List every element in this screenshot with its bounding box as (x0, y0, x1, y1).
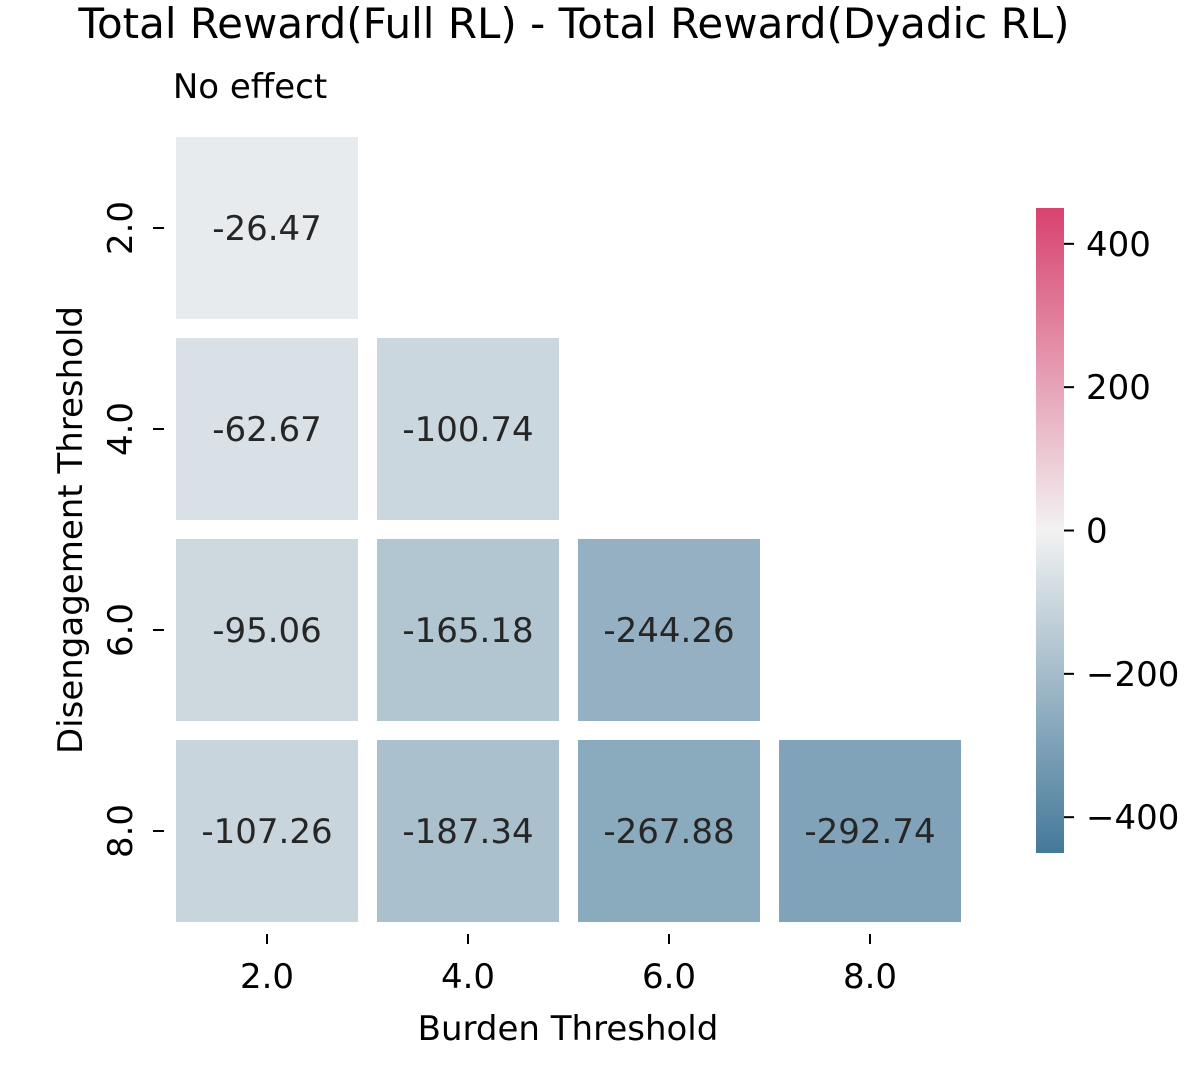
colorbar-gradient (1036, 208, 1064, 853)
colorbar-tick-label: −200 (1086, 655, 1179, 695)
heatmap-cell (578, 539, 760, 721)
cell-value-label: -187.34 (402, 812, 533, 852)
heatmap-cell (377, 338, 559, 520)
colorbar-tick-label: 200 (1086, 368, 1151, 408)
cell-value-label: -165.18 (402, 611, 533, 651)
colorbar: 400 200 0 −200 −400 (1036, 208, 1179, 853)
colorbar-tick-label: 0 (1086, 512, 1108, 552)
y-tick-label: 6.0 (101, 603, 141, 657)
x-tick-label: 8.0 (843, 957, 897, 997)
y-axis-ticks: 2.0 4.0 6.0 8.0 (101, 201, 164, 858)
cell-value-label: -62.67 (212, 410, 322, 450)
heatmap-cell (779, 740, 961, 922)
y-tick-label: 2.0 (101, 201, 141, 255)
cell-value-label: -244.26 (603, 611, 734, 651)
heatmap-cell (176, 539, 358, 721)
heatmap-cell (377, 539, 559, 721)
cell-value-label: -26.47 (212, 209, 322, 249)
heatmap-cell (176, 740, 358, 922)
x-tick-label: 4.0 (441, 957, 495, 997)
y-tick-label: 8.0 (101, 804, 141, 858)
cell-value-label: -267.88 (603, 812, 734, 852)
heatmap-cell (377, 740, 559, 922)
heatmap-cells: -26.47 -62.67 -100.74 -95.06 -165.18 -244.26 -… (176, 137, 961, 922)
x-axis-label: Burden Threshold (418, 1009, 719, 1049)
cell-value-label: -292.74 (804, 812, 935, 852)
y-axis-label: Disengagement Threshold (51, 306, 91, 754)
chart-subtitle: No effect (173, 67, 327, 107)
heatmap-cell (578, 740, 760, 922)
cell-value-label: -95.06 (212, 611, 322, 651)
cell-value-label: -107.26 (201, 812, 332, 852)
cell-value-label: -100.74 (402, 410, 533, 450)
chart-title: Total Reward(Full RL) - Total Reward(Dya… (77, 0, 1069, 48)
colorbar-tick-label: −400 (1086, 798, 1179, 838)
colorbar-tick-label: 400 (1086, 225, 1151, 265)
x-tick-label: 2.0 (240, 957, 294, 997)
x-axis-ticks: 2.0 4.0 6.0 8.0 (240, 934, 897, 997)
y-tick-label: 4.0 (101, 402, 141, 456)
heatmap-cell (176, 137, 358, 319)
heatmap-cell (176, 338, 358, 520)
x-tick-label: 6.0 (642, 957, 696, 997)
